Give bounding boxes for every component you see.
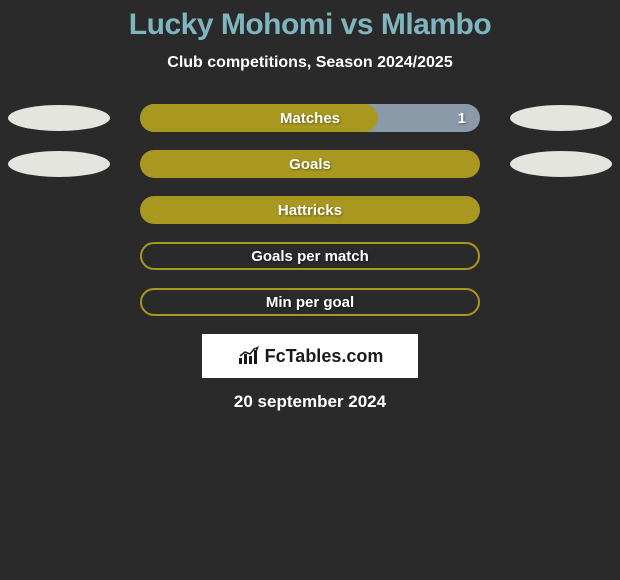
stat-bar: Goals per match xyxy=(140,242,480,270)
stat-row: Matches1 xyxy=(0,104,620,132)
stat-bar: Min per goal xyxy=(140,288,480,316)
subtitle: Club competitions, Season 2024/2025 xyxy=(0,54,620,72)
left-ellipse xyxy=(8,105,110,131)
stat-bar: Matches1 xyxy=(140,104,480,132)
page-title: Lucky Mohomi vs Mlambo xyxy=(0,8,620,42)
brand-wrap: FcTables.com xyxy=(0,334,620,378)
stat-label: Goals per match xyxy=(142,248,478,265)
left-spacer xyxy=(8,289,110,315)
right-spacer xyxy=(510,243,612,269)
left-spacer xyxy=(8,243,110,269)
left-spacer xyxy=(8,197,110,223)
stat-label: Min per goal xyxy=(142,294,478,311)
right-spacer xyxy=(510,197,612,223)
stat-label: Hattricks xyxy=(140,202,480,219)
stat-value: 1 xyxy=(458,110,466,127)
brand-text: FcTables.com xyxy=(265,346,384,367)
stat-bar: Hattricks xyxy=(140,196,480,224)
stat-row: Min per goal xyxy=(0,288,620,316)
chart-icon xyxy=(237,346,261,366)
stat-row: Goals per match xyxy=(0,242,620,270)
right-ellipse xyxy=(510,151,612,177)
right-spacer xyxy=(510,289,612,315)
bar-fill xyxy=(140,104,378,132)
comparison-infographic: Lucky Mohomi vs Mlambo Club competitions… xyxy=(0,0,620,412)
stat-row: Hattricks xyxy=(0,196,620,224)
stat-bar: Goals xyxy=(140,150,480,178)
brand-badge: FcTables.com xyxy=(202,334,418,378)
date-text: 20 september 2024 xyxy=(0,392,620,412)
stat-label: Goals xyxy=(140,156,480,173)
left-ellipse xyxy=(8,151,110,177)
right-ellipse xyxy=(510,105,612,131)
stat-rows: Matches1 Goals Hattricks Goals per match Min… xyxy=(0,104,620,316)
stat-row: Goals xyxy=(0,150,620,178)
